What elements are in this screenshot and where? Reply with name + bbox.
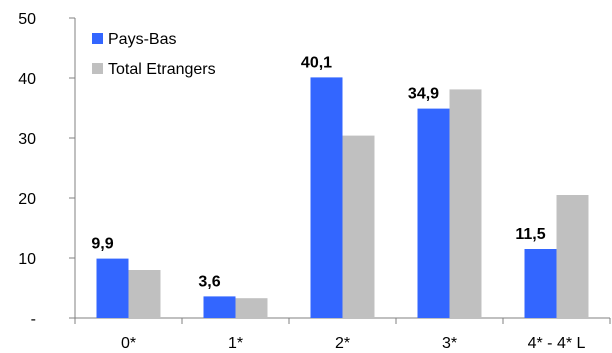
bar-total-etrangers: [235, 298, 268, 318]
bar-total-etrangers: [449, 89, 482, 319]
y-tick-label: 40: [18, 71, 36, 88]
legend-label: Total Etrangers: [108, 61, 216, 78]
data-labels: 9,9 3,6 40,1 34,9 11,5: [91, 54, 545, 290]
y-tick-label: 50: [18, 11, 36, 28]
x-tick-label: 1*: [228, 335, 243, 352]
bar-total-etrangers: [342, 135, 375, 318]
chart-axes: [69, 17, 611, 324]
legend-swatch: [92, 63, 103, 74]
x-tick-label: 4* - 4* L: [528, 335, 586, 352]
bar-pays-bas: [524, 249, 557, 318]
data-label: 34,9: [408, 86, 439, 103]
bar-pays-bas: [203, 296, 236, 318]
y-tick-label: 10: [18, 251, 36, 268]
y-tick-label: 20: [18, 191, 36, 208]
legend-label: Pays-Bas: [108, 31, 176, 48]
x-tick-label: 2*: [335, 335, 350, 352]
bar-pays-bas: [96, 258, 129, 318]
legend-swatch: [92, 33, 103, 44]
x-tick-label: 0*: [121, 335, 136, 352]
data-label: 3,6: [198, 273, 220, 290]
y-tick-label: -: [31, 311, 36, 328]
data-label: 9,9: [91, 236, 113, 253]
legend: Pays-Bas Total Etrangers: [92, 31, 216, 78]
y-axis-ticks: - 10 20 30 40 50: [18, 11, 36, 328]
bar-pays-bas: [310, 77, 343, 319]
x-tick-label: 3*: [442, 335, 457, 352]
x-axis-ticks: 0* 1* 2* 3* 4* - 4* L: [121, 335, 586, 352]
bar-total-etrangers: [128, 270, 161, 318]
bar-group: [96, 77, 589, 319]
bar-pays-bas: [417, 108, 450, 318]
data-label: 11,5: [515, 226, 545, 243]
y-tick-label: 30: [18, 131, 36, 148]
bar-total-etrangers: [556, 195, 589, 318]
data-label: 40,1: [301, 54, 332, 71]
